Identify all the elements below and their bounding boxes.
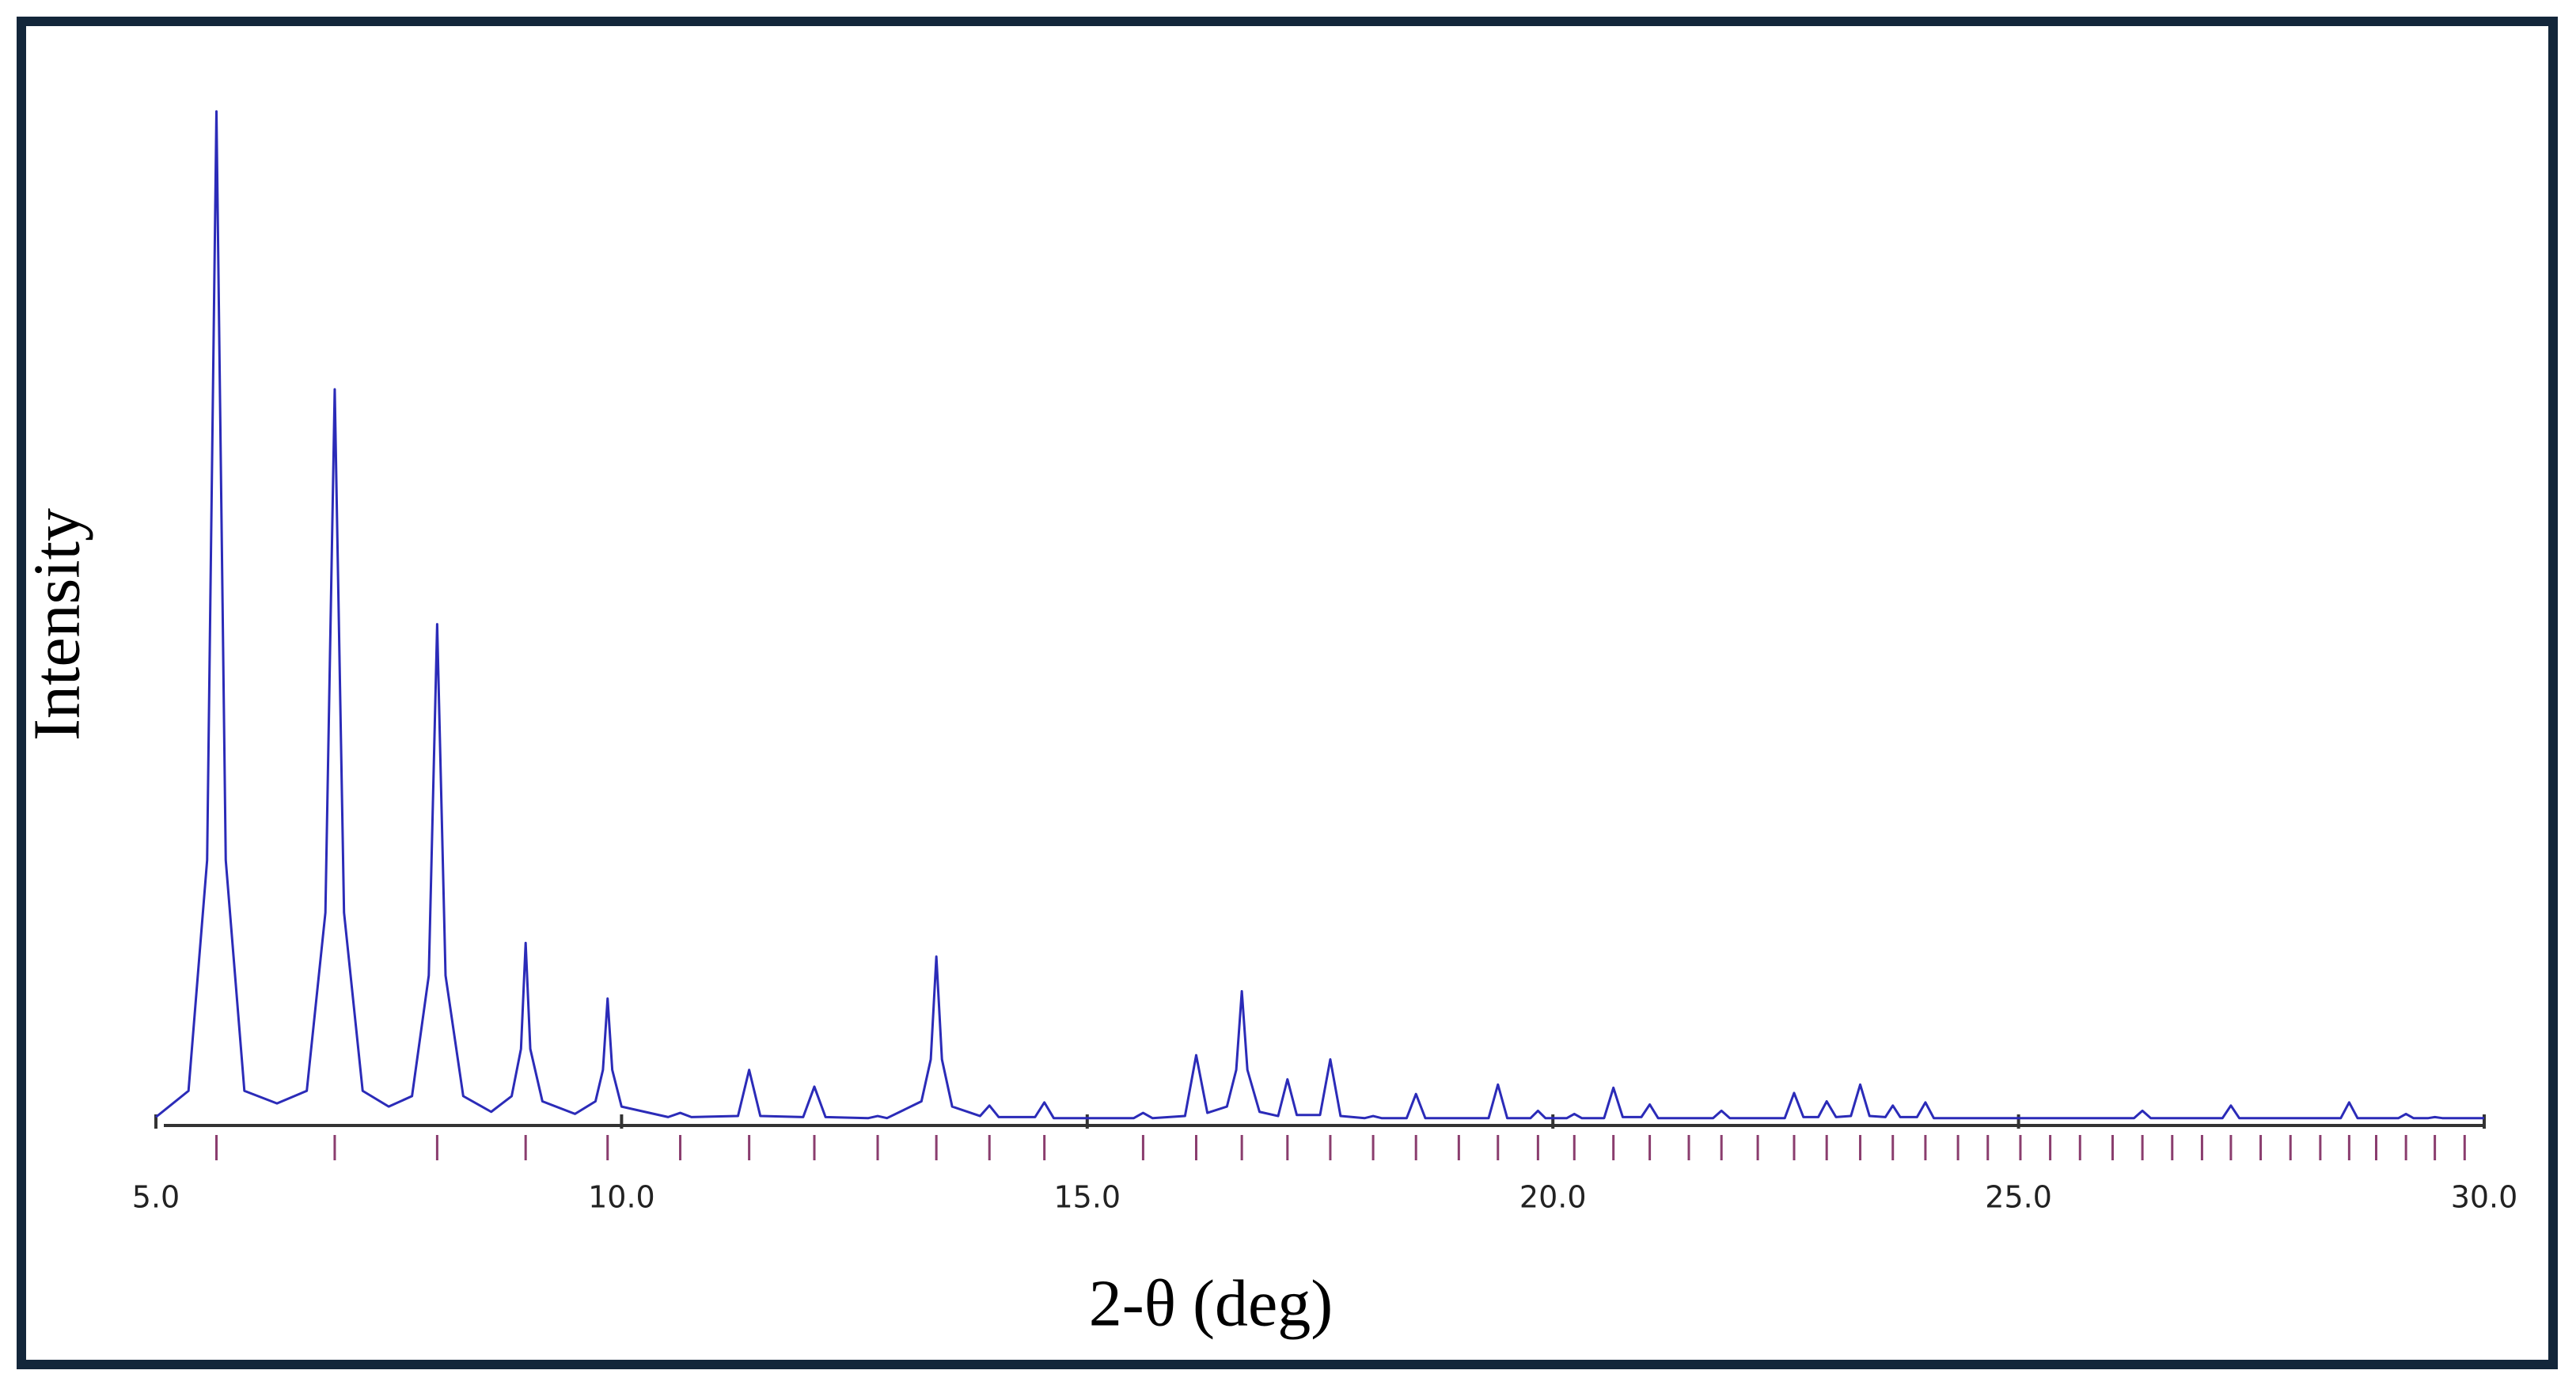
x-tick-label: 10.0 <box>588 1180 655 1215</box>
x-tick-label: 5.0 <box>132 1180 180 1215</box>
x-axis-title: 2-θ (deg) <box>1089 1266 1333 1340</box>
y-axis-title: Intensity <box>20 508 93 741</box>
frame <box>17 17 2558 1369</box>
x-tick-label: 30.0 <box>2451 1180 2518 1215</box>
x-tick-label: 20.0 <box>1519 1180 1587 1215</box>
x-tick-label: 25.0 <box>1985 1180 2052 1215</box>
x-tick-label: 15.0 <box>1053 1180 1121 1215</box>
diffraction-line <box>155 110 2484 1120</box>
